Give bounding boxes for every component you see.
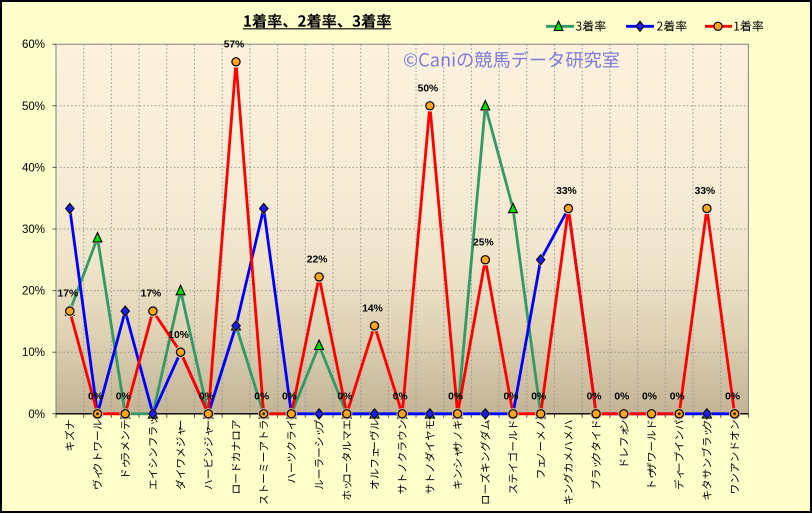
svg-text:30%: 30% bbox=[22, 224, 45, 236]
svg-text:17%: 17% bbox=[57, 289, 78, 300]
svg-text:0%: 0% bbox=[614, 391, 629, 402]
svg-text:0%: 0% bbox=[116, 391, 131, 402]
svg-text:10%: 10% bbox=[22, 347, 45, 359]
svg-text:57%: 57% bbox=[224, 39, 245, 50]
svg-text:50%: 50% bbox=[22, 101, 45, 113]
svg-text:0%: 0% bbox=[642, 391, 657, 402]
svg-text:22%: 22% bbox=[307, 255, 328, 266]
svg-text:25%: 25% bbox=[473, 237, 494, 248]
svg-text:0%: 0% bbox=[531, 391, 546, 402]
svg-text:0%: 0% bbox=[199, 391, 214, 402]
svg-text:60%: 60% bbox=[22, 39, 45, 51]
svg-text:0%: 0% bbox=[254, 391, 269, 402]
svg-text:20%: 20% bbox=[22, 286, 45, 298]
svg-text:17%: 17% bbox=[141, 289, 162, 300]
svg-text:0%: 0% bbox=[393, 391, 408, 402]
svg-text:10%: 10% bbox=[168, 330, 189, 341]
svg-text:0%: 0% bbox=[88, 391, 103, 402]
svg-text:40%: 40% bbox=[22, 162, 45, 174]
svg-text:0%: 0% bbox=[725, 391, 740, 402]
svg-text:0%: 0% bbox=[448, 391, 463, 402]
svg-text:33%: 33% bbox=[695, 186, 716, 197]
svg-text:0%: 0% bbox=[504, 391, 519, 402]
svg-text:0%: 0% bbox=[587, 391, 602, 402]
svg-text:0%: 0% bbox=[337, 391, 352, 402]
svg-text:33%: 33% bbox=[556, 186, 577, 197]
svg-text:14%: 14% bbox=[362, 303, 383, 314]
svg-text:0%: 0% bbox=[28, 409, 45, 421]
svg-text:50%: 50% bbox=[418, 83, 439, 94]
svg-text:0%: 0% bbox=[670, 391, 685, 402]
svg-text:0%: 0% bbox=[282, 391, 297, 402]
